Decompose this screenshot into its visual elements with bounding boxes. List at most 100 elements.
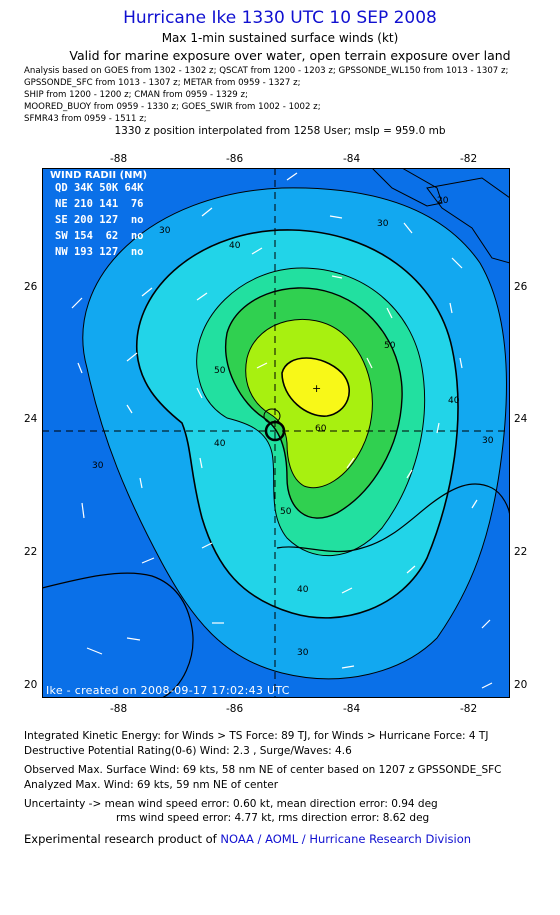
wind-vector — [329, 215, 343, 219]
contour-label: 50 — [384, 341, 396, 351]
coastline-yucatan — [42, 572, 194, 698]
contour-label: 30 — [377, 219, 389, 229]
analysis-sources: Analysis based on GOES from 1302 - 1302 … — [24, 65, 508, 125]
wind-vector — [459, 357, 463, 369]
lat-label-right: 22 — [514, 546, 528, 558]
contour-label: 30 — [92, 461, 104, 471]
wind-vector — [81, 502, 85, 519]
contour-label: 40 — [229, 241, 241, 251]
wind-vector — [286, 172, 298, 181]
wind-vector — [141, 557, 155, 564]
wind-radii-title: WIND RADII (NM) — [50, 170, 148, 181]
wind-vector — [141, 287, 153, 297]
wind-vector — [366, 357, 373, 369]
page-title: Hurricane Ike 1330 UTC 10 SEP 2008 — [123, 8, 437, 28]
wind-vector — [201, 207, 213, 217]
lon-label-top: -86 — [226, 153, 244, 165]
analysis-line: SHIP from 1200 - 1200 z; CMAN from 0959 … — [24, 90, 248, 100]
wind-vector — [196, 387, 203, 399]
wind-vector — [481, 682, 493, 689]
dpr-summary: Destructive Potential Rating(0-6) Wind: … — [24, 745, 352, 757]
analysis-line: GPSSONDE_SFC from 1013 - 1307 z; METAR f… — [24, 78, 301, 88]
max-wind-marker: + — [312, 382, 321, 395]
wind-vector — [451, 257, 463, 269]
wind-field-map: + 30 30 30 30 30 40 40 40 40 50 50 50 60… — [42, 168, 510, 698]
wind-vector — [256, 362, 268, 369]
wind-vector — [126, 352, 138, 362]
wind-vector — [386, 307, 393, 319]
wind-vector — [471, 499, 478, 509]
wind-vector — [201, 542, 213, 549]
lat-label-right: 24 — [514, 413, 528, 425]
map-credit: Ike - created on 2008-09-17 17:02:43 UTC — [46, 684, 290, 697]
eye-outer-ring — [263, 408, 281, 424]
subtitle-line-2: Valid for marine exposure over water, op… — [69, 48, 511, 63]
contour-label: 50 — [214, 366, 226, 376]
map-frame — [42, 168, 510, 698]
analysis-line: MOORED_BUOY from 0959 - 1330 z; GOES_SWI… — [24, 102, 321, 112]
wind-vector — [406, 469, 413, 479]
contour-label: 30 — [482, 436, 494, 446]
wind-vector — [346, 457, 355, 469]
wind-vector — [199, 457, 203, 469]
lat-label-left: 24 — [24, 413, 38, 425]
lon-label-bottom: -88 — [110, 703, 128, 715]
lon-label-top: -84 — [343, 153, 361, 165]
wind-vector — [481, 619, 491, 629]
lat-label-left: 20 — [24, 679, 38, 691]
analysis-line: Analysis based on GOES from 1302 - 1302 … — [24, 66, 509, 76]
contour-label: 40 — [214, 439, 226, 449]
wind-vector — [126, 404, 133, 414]
lon-label-top: -88 — [110, 153, 128, 165]
product-prefix: Experimental research product of — [24, 832, 217, 846]
contour-label: 30 — [297, 648, 309, 658]
lon-label-top: -82 — [460, 153, 478, 165]
hrd-link[interactable]: NOAA / AOML / Hurricane Research Divisio… — [220, 832, 472, 846]
coastline-cuba — [276, 483, 510, 553]
coastline-bahamas — [426, 177, 510, 264]
lon-label-bottom: -84 — [343, 703, 361, 715]
wind-vector — [196, 292, 208, 301]
product-credit: Experimental research product of NOAA / … — [24, 832, 471, 846]
lat-label-left: 26 — [24, 281, 38, 293]
wind-vector — [436, 422, 440, 434]
lon-label-bottom: -86 — [226, 703, 244, 715]
wind-vector — [71, 297, 83, 309]
wind-vector — [449, 302, 453, 314]
wind-band-65 — [281, 357, 351, 417]
wind-vector — [341, 665, 355, 669]
wind-vectors — [71, 172, 493, 689]
wind-radii-row: NW 193 127 no — [55, 246, 144, 258]
coastline-florida — [371, 168, 443, 207]
lat-label-left: 22 — [24, 546, 38, 558]
contour-label: 20 — [437, 196, 449, 206]
position-note: 1330 z position interpolated from 1258 U… — [114, 125, 446, 137]
uncertainty-line-1: Uncertainty -> mean wind speed error: 0.… — [24, 798, 438, 810]
contour-label: 50 — [280, 507, 292, 517]
wind-vector — [406, 565, 416, 574]
analyzed-max-wind: Analyzed Max. Wind: 69 kts, 59 nm NE of … — [24, 779, 279, 791]
wind-vector — [251, 247, 263, 255]
ike-summary: Integrated Kinetic Energy: for Winds > T… — [24, 730, 489, 742]
wind-vector — [331, 275, 343, 279]
lon-label-bottom: -82 — [460, 703, 478, 715]
wind-radii-row: SE 200 127 no — [55, 214, 144, 226]
contour-label: 60 — [315, 424, 327, 434]
contour-label: 40 — [297, 585, 309, 595]
observed-max-wind: Observed Max. Surface Wind: 69 kts, 58 n… — [24, 764, 502, 776]
wind-radii-row: NE 210 141 76 — [55, 198, 144, 210]
wind-vector — [139, 477, 143, 489]
uncertainty-line-2: rms wind speed error: 4.77 kt, rms direc… — [116, 812, 430, 824]
analysis-line: SFMR43 from 0959 - 1511 z; — [24, 114, 147, 124]
lat-label-right: 26 — [514, 281, 528, 293]
contour-label: 40 — [448, 396, 460, 406]
wind-radii-header: QD 34K 50K 64K — [55, 182, 144, 194]
contour-label: 30 — [159, 226, 171, 236]
subtitle-line-1: Max 1-min sustained surface winds (kt) — [161, 31, 399, 45]
wind-vector — [341, 587, 353, 594]
lat-label-right: 20 — [514, 679, 528, 691]
wind-radii-row: SW 154 62 no — [55, 230, 144, 242]
wind-vector — [126, 637, 141, 641]
wind-vector — [403, 222, 413, 234]
wind-vector — [86, 647, 103, 655]
